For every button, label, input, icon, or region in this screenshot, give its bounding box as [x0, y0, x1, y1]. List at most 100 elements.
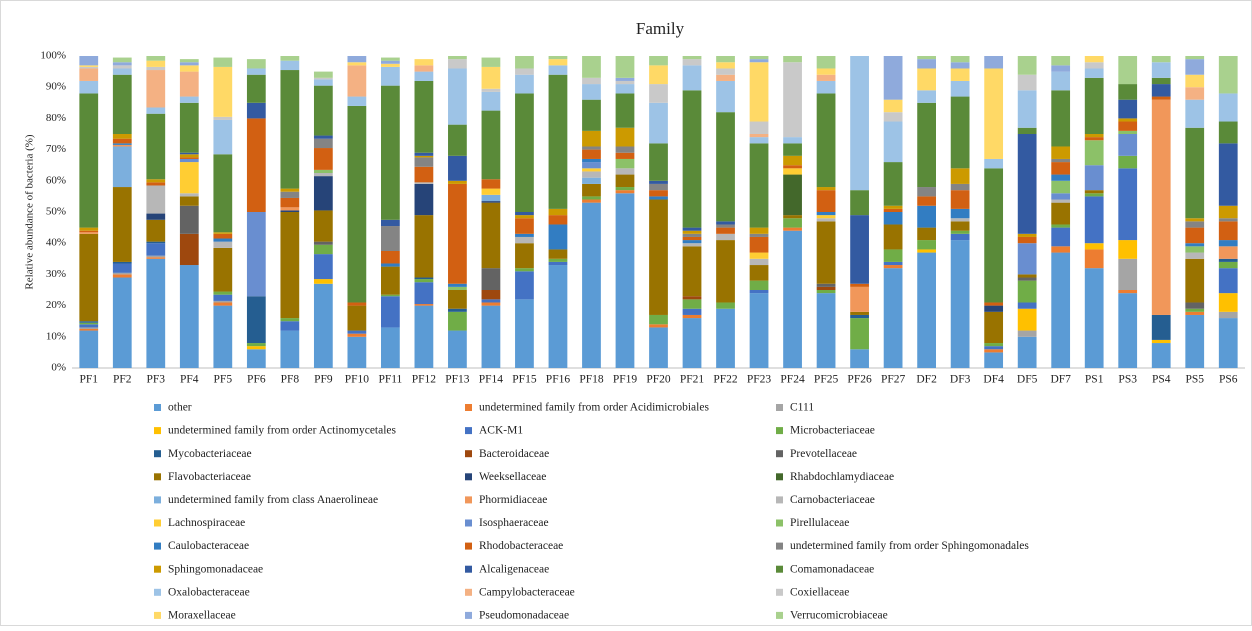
bar-segment [313, 210, 333, 242]
bar-segment [1084, 268, 1104, 368]
bar-segment [917, 227, 936, 241]
bar-segment [112, 138, 132, 144]
bar-segment [381, 57, 400, 61]
bar-segment [1084, 77, 1104, 134]
x-tick-label: PF22 [713, 374, 738, 386]
bar-segment [615, 174, 635, 188]
bar-segment [381, 263, 400, 267]
bar-segment [615, 127, 635, 147]
legend-label: Microbacteriaceae [790, 425, 875, 437]
bar-segment [950, 62, 970, 69]
bar-segment [347, 302, 367, 306]
x-tick-label: PF27 [881, 374, 906, 386]
bar-segment [883, 265, 903, 269]
bar-segment [682, 246, 702, 297]
bar-segment [213, 291, 233, 295]
bar-segment [280, 197, 300, 208]
bar-segment [515, 243, 534, 269]
bar-segment [783, 174, 802, 216]
bar-segment [917, 68, 936, 91]
bar-segment [1218, 143, 1238, 206]
y-tick-label: 100% [40, 50, 66, 62]
bar-segment [280, 60, 300, 71]
bar-segment [984, 349, 1004, 353]
bar-segment [582, 158, 601, 163]
legend-swatch [465, 565, 472, 573]
bar-segment [1051, 65, 1071, 72]
bar-segment [448, 311, 467, 331]
bar-segment [682, 227, 702, 231]
bar-segment [448, 56, 467, 60]
legend-swatch [776, 565, 783, 573]
bar-segment [112, 261, 132, 264]
bar-segment [246, 68, 266, 75]
legend-label: Phormidiaceae [479, 494, 547, 506]
bar-segment [1017, 336, 1037, 368]
bar-segment [414, 71, 434, 81]
legend-swatch [776, 542, 783, 550]
bar-segment [950, 221, 970, 231]
bar-segment [1051, 174, 1071, 181]
legend-label: Sphingomonadaceae [168, 563, 263, 575]
bar-segment [850, 349, 869, 368]
chart-title: Family [636, 19, 685, 38]
bar-segment [481, 201, 501, 203]
bar-segment [179, 196, 199, 206]
bar-segment [79, 227, 99, 231]
bar-segment [1185, 308, 1205, 312]
bar-segment [582, 77, 601, 85]
bar-segment [79, 230, 99, 233]
bar-segment [1084, 193, 1104, 197]
bar-segment [783, 230, 802, 368]
bar-segment [1151, 339, 1171, 344]
bar-segment [79, 327, 99, 329]
bar-segment [649, 183, 668, 191]
y-axis-label: Relative abundance of bacteria (%) [24, 134, 36, 289]
bar-segment [515, 233, 534, 237]
bar-segment [1151, 56, 1171, 63]
bar-segment [1185, 314, 1205, 368]
legend-label: Flavobacteriaceae [168, 471, 251, 483]
x-tick-label: DF5 [1017, 374, 1038, 386]
bar-segment [448, 59, 467, 69]
bar-segment [515, 68, 534, 75]
bar-segment [280, 188, 300, 192]
bar-segment [749, 62, 769, 122]
bar-segment [649, 196, 668, 200]
bar-segment [1051, 162, 1071, 175]
bar-segment [883, 249, 903, 262]
bar-segment [515, 93, 534, 212]
bar-segment [615, 152, 635, 159]
x-tick-label: PF11 [378, 374, 402, 386]
bar-segment [414, 282, 434, 305]
bar-segment [381, 60, 400, 64]
bar-segment [79, 321, 99, 323]
y-tick-label: 0% [51, 362, 66, 374]
bar-segment [649, 324, 668, 328]
bar-segment [146, 179, 166, 183]
bar-segment [615, 193, 635, 368]
bar-segment [414, 277, 434, 280]
bar-segment [146, 70, 166, 108]
bar-segment [481, 188, 501, 195]
bar-segment [481, 194, 501, 202]
bar-segment [716, 227, 735, 234]
bar-segment [783, 227, 802, 231]
bar-segment [883, 162, 903, 206]
x-tick-label: PS4 [1152, 374, 1171, 386]
bar-segment [883, 56, 903, 100]
bar-segment [548, 74, 568, 209]
bar-segment [448, 330, 467, 368]
bar-segment [749, 290, 769, 294]
bar-segment [883, 99, 903, 113]
bar-segment [146, 257, 166, 259]
bar-segment [1218, 261, 1238, 269]
bar-segment [1017, 74, 1037, 91]
legend-swatch [465, 427, 472, 435]
legend-label: undetermined family from order Actinomyc… [168, 425, 397, 437]
bar-segment [213, 238, 233, 242]
bar-segment [749, 137, 769, 144]
bar-segment [79, 93, 99, 228]
bar-segment [213, 119, 233, 155]
legend-swatch [776, 588, 783, 596]
